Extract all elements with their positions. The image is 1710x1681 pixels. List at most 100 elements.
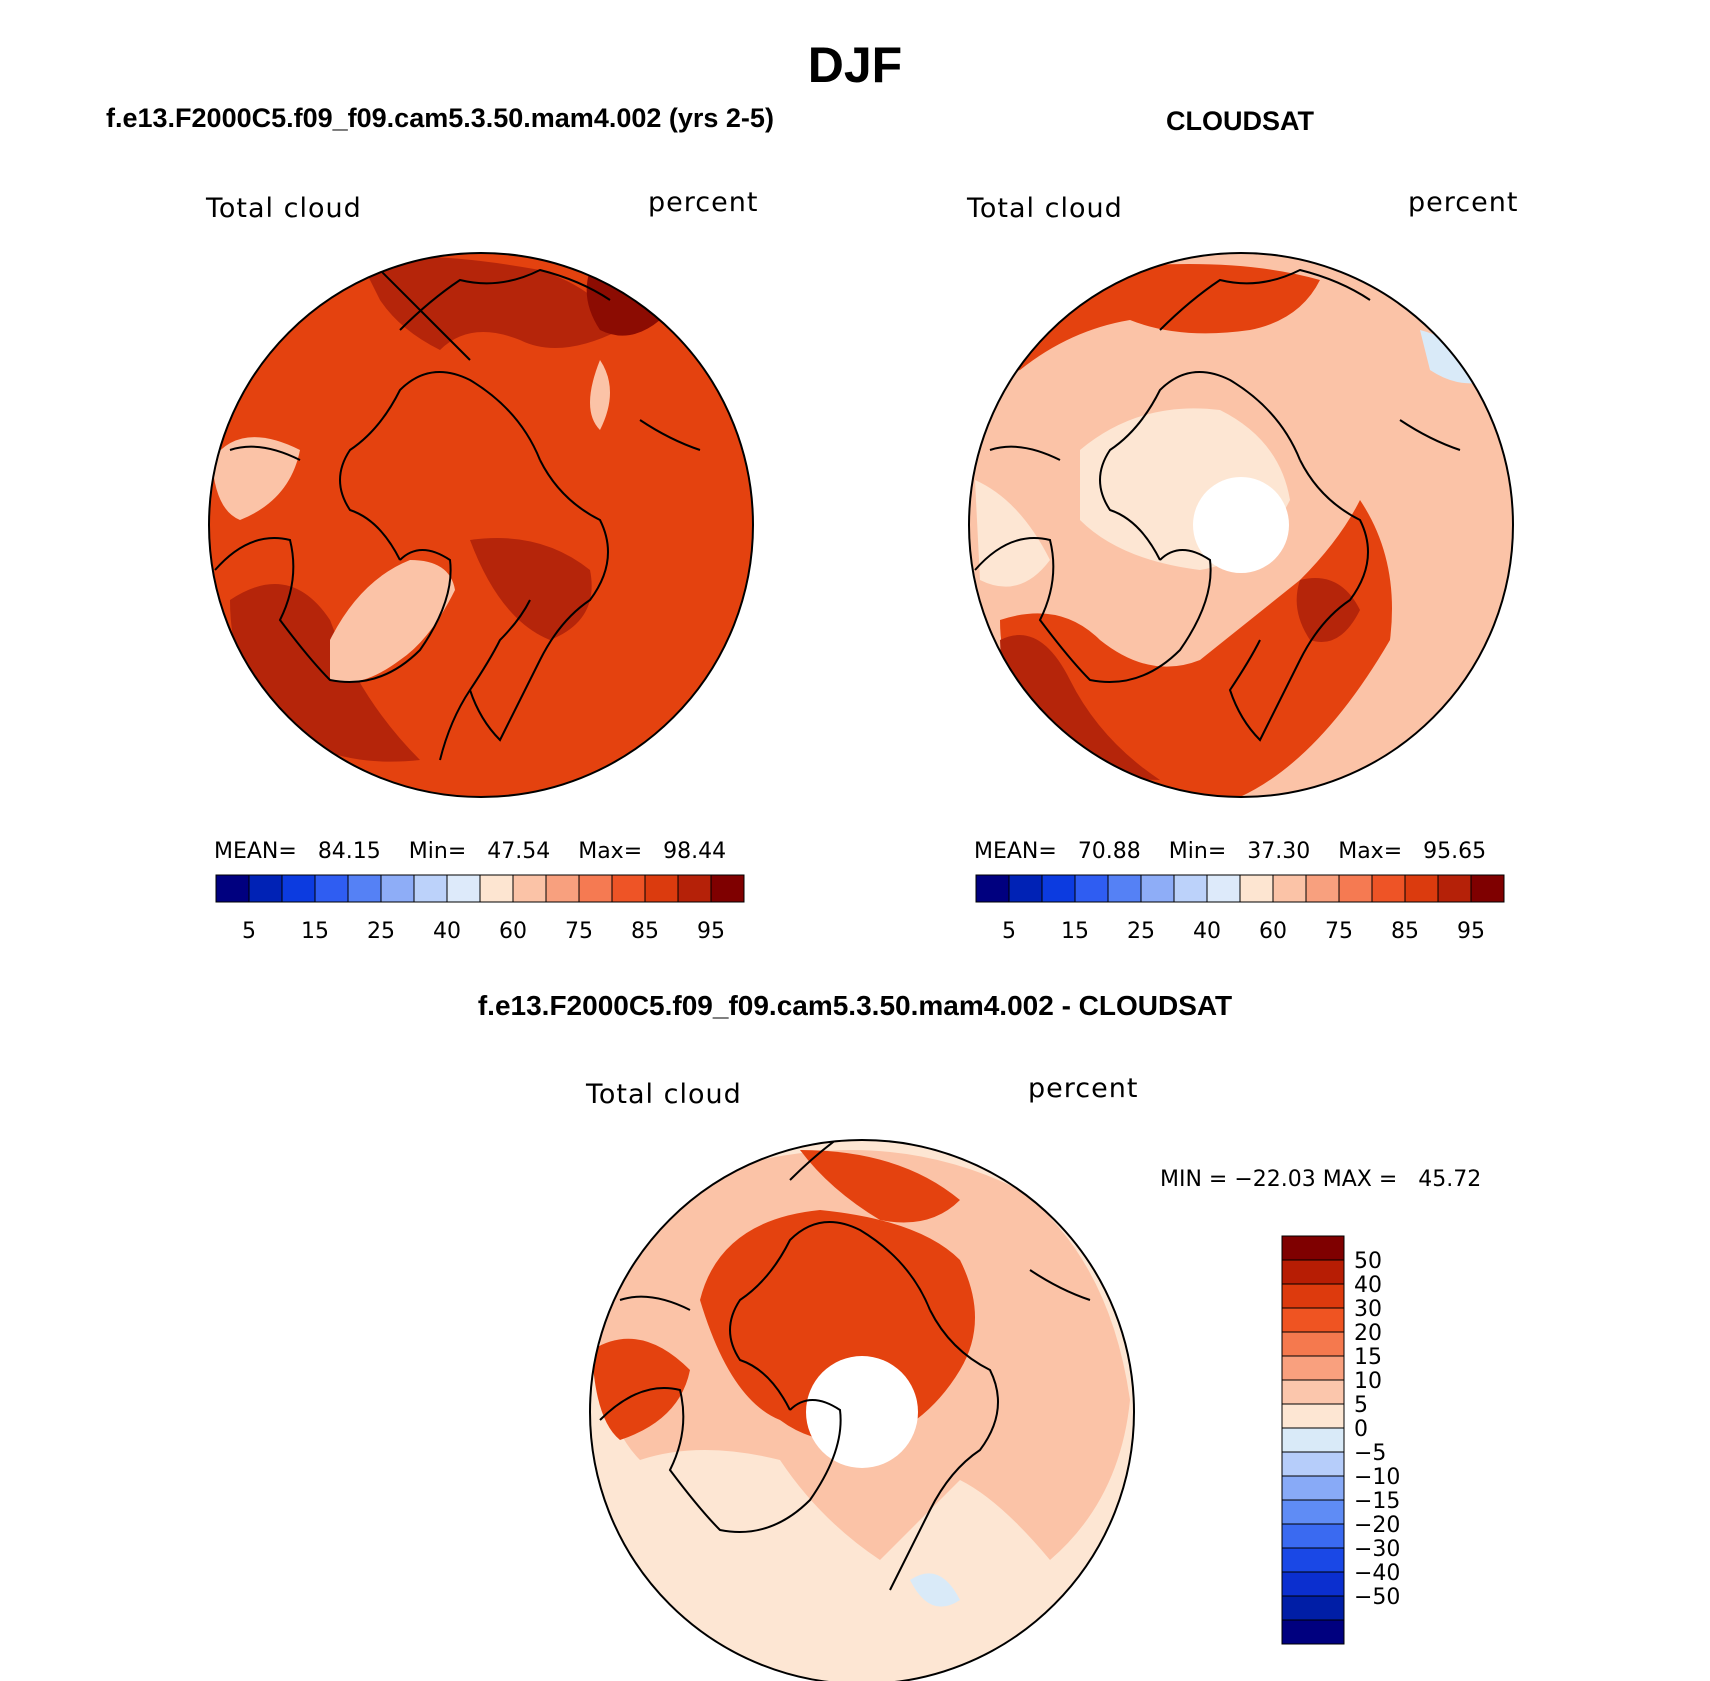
panel-3-colorbar-swatch [1281,1547,1345,1573]
panel-1-min-label: Min= [408,839,467,864]
panel-2-colorbar-swatch [1437,874,1472,903]
panel-2-colorbar-swatch [1272,874,1307,903]
panel-3-colorbar-swatch [1281,1403,1345,1429]
panel-3-colorbar-swatch [1281,1427,1345,1453]
panel-2-colorbar-swatch [1206,874,1241,903]
panel-2-units: percent [1408,187,1519,218]
panel-2-colorbar-swatch [1107,874,1142,903]
panel-1-colorbar-swatch [710,874,745,903]
panel-3-colorbar-swatch [1281,1499,1345,1525]
panel-1-colorbar-swatch [611,874,646,903]
panel-2-region-central [1296,578,1360,642]
panel-1-map [209,253,753,797]
panel-1-colorbar-swatch [380,874,415,903]
panel-3-colorbar-tick-label: −5 [1354,1441,1386,1466]
panel-3-colorbar-swatch [1281,1355,1345,1381]
panel-3-colorbar-tick-label: 15 [1354,1345,1382,1370]
panel-1-colorbar-swatch [215,874,250,903]
panel-2-colorbar-tick-label: 85 [1391,919,1419,944]
panel-3-colorbar-tick-label: 0 [1354,1417,1368,1442]
panel-2-mean: 70.88 [1077,839,1141,864]
panel-1-colorbar-swatch [281,874,316,903]
panel-2-missing-pole [1193,477,1289,573]
panel-3-region-west [592,1338,690,1440]
panel-2-coastlines [974,268,1461,742]
panel-2-max: 95.65 [1423,839,1487,864]
panel-1-colorbar-tick-label: 60 [499,919,527,944]
panel-3-colorbar-swatch [1281,1331,1345,1357]
panel-3-colorbar-swatch [1281,1307,1345,1333]
panel-1-region-high [360,256,620,350]
panel-2-colorbar-swatch [1371,874,1406,903]
panel-1-colorbar-swatch [512,874,547,903]
panel-1-colorbar-swatch [578,874,613,903]
panel-2-min: 37.30 [1247,839,1311,864]
panel-1-colorbar-swatch [644,874,679,903]
panel-1-colorbar-tick-label: 75 [565,919,593,944]
panel-2-map-border [968,252,1514,798]
panel-1-colorbar-swatch [248,874,283,903]
panel-3-region-negative-2 [910,1573,960,1607]
panel-2-colorbar-tick-label: 40 [1193,919,1221,944]
panel-2-colorbar-swatch [1239,874,1274,903]
panel-2-colorbar-swatch [1173,874,1208,903]
panel-2-colorbar-tick-label: 75 [1325,919,1353,944]
panel-1-max-label: Max= [578,839,643,864]
panel-3-colorbar-tick-label: 10 [1354,1369,1382,1394]
panel-2-region-south [1000,500,1392,797]
panel-3-missing-pole [806,1356,918,1468]
panel-2-colorbar-swatch [1140,874,1175,903]
panel-2-title: CLOUDSAT [1166,106,1314,136]
panel-3-colorbar-tick-label: 40 [1354,1273,1382,1298]
panel-2-colorbar-tick-label: 60 [1259,919,1287,944]
panel-2-mean-label: MEAN= [974,839,1057,864]
panel-2-colorbar-swatch [1008,874,1043,903]
panel-2-colorbar-swatch [1470,874,1505,903]
panel-1-colorbar-tick-label: 40 [433,919,461,944]
panel-3-title: f.e13.F2000C5.f09_f09.cam5.3.50.mam4.002… [477,990,1233,1021]
panel-2-colorbar-swatch [1074,874,1109,903]
panel-2-colorbar-tick-label: 5 [1002,919,1016,944]
panel-2-colorbar-swatch [1305,874,1340,903]
panel-2-colorbar-tick-label: 25 [1127,919,1155,944]
panel-3-field-label: Total cloud [586,1079,742,1110]
panel-3-colorbar-swatch [1281,1451,1345,1477]
panel-3-colorbar-tick-label: −20 [1354,1513,1400,1538]
panel-1-max: 98.44 [663,839,727,864]
panel-3-region-siberia [800,1150,960,1223]
panel-3-colorbar-tick-label: −30 [1354,1537,1400,1562]
panel-3-colorbar-swatch [1281,1283,1345,1309]
panel-1-colorbar-swatch [545,874,580,903]
panel-1-colorbar-tick-label: 95 [697,919,725,944]
panel-1-field-label: Total cloud [206,193,362,224]
panel-3-colorbar-tick-label: −50 [1354,1585,1400,1610]
panel-3-colorbar-swatch [1281,1379,1345,1405]
panel-2-field-label: Total cloud [967,193,1123,224]
panel-3-colorbar-swatch [1281,1475,1345,1501]
panel-3-colorbar-swatch [1281,1571,1345,1597]
panel-3-colorbar-swatch [1281,1619,1345,1645]
panel-2-min-label: Min= [1168,839,1227,864]
panel-1-colorbar-tick-label: 85 [631,919,659,944]
panel-2-max-label: Max= [1338,839,1403,864]
panel-1-mean-label: MEAN= [214,839,297,864]
panel-1-units: percent [648,187,759,218]
panel-3-colorbar-tick-label: −15 [1354,1489,1400,1514]
panel-2-colorbar-tick-label: 95 [1457,919,1485,944]
panel-1-colorbar-swatch [446,874,481,903]
panel-3-colorbar-swatch [1281,1235,1345,1261]
panel-3-colorbar-tick-label: 30 [1354,1297,1382,1322]
panel-3-map-border [589,1139,1135,1681]
panel-1-colorbar: 5 15 25 40 60 75 85 95 [215,874,745,944]
panel-3-colorbar-tick-label: 50 [1354,1249,1382,1274]
panel-3-colorbar-tick-label: 20 [1354,1321,1382,1346]
panel-1-colorbar-swatch [314,874,349,903]
panel-3-colorbar-swatch [1281,1523,1345,1549]
panel-1-title: f.e13.F2000C5.f09_f09.cam5.3.50.mam4.002… [106,103,774,133]
panel-2-colorbar-swatch [1041,874,1076,903]
panel-3-colorbar-tick-label: −40 [1354,1561,1400,1586]
panel-3-min-max: MIN = −22.03 MAX = 45.72 [1160,1167,1482,1192]
panel-2-colorbar-tick-label: 15 [1061,919,1089,944]
